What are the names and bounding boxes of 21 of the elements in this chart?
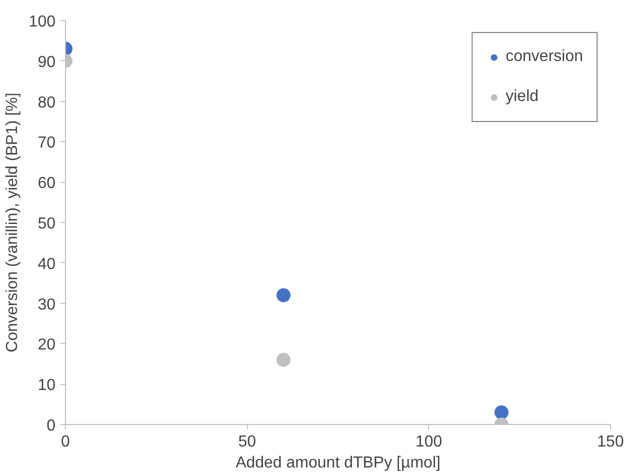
y-tick-label: 40	[38, 256, 56, 273]
y-tick-label: 10	[38, 377, 56, 394]
y-tick-label: 70	[38, 134, 56, 152]
y-tick-label: 60	[38, 175, 56, 192]
x-axis-title: Added amount dTBPy [µmol]	[236, 454, 440, 472]
legend-label: conversion	[506, 48, 583, 66]
y-tick-label: 50	[38, 216, 56, 232]
x-tick-label: 50	[238, 434, 256, 450]
x-tick-label: 150	[597, 434, 624, 450]
y-tick-label: 20	[38, 336, 56, 354]
x-tick-label: 100	[415, 434, 442, 450]
y-tick-label: 100	[28, 14, 56, 30]
legend-label: yield	[506, 88, 539, 106]
y-tick-label: 80	[38, 94, 56, 112]
y-tick-label: 90	[38, 54, 56, 71]
point	[494, 405, 508, 420]
x-tick-label: 0	[61, 434, 70, 450]
y-tick-label: 30	[38, 296, 56, 314]
y-tick-label: 0	[46, 418, 56, 434]
y-axis-title: Conversion (vanillin), yield (BP1) [%]	[4, 92, 21, 352]
point	[276, 288, 290, 302]
